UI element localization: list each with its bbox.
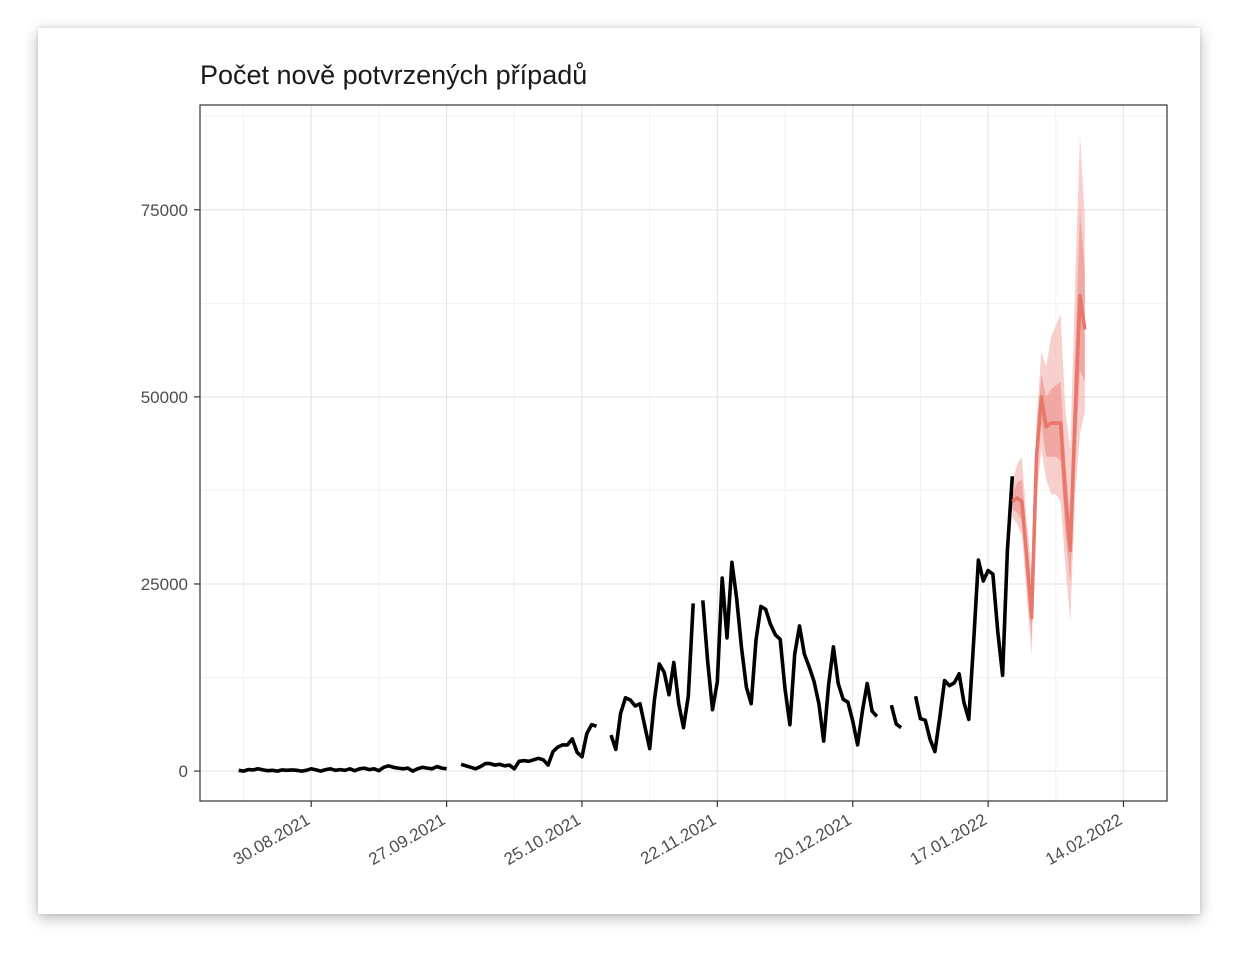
x-tick-label: 17.01.2022 bbox=[907, 810, 990, 869]
x-tick-label: 14.02.2022 bbox=[1042, 810, 1125, 869]
observed-line-segment bbox=[913, 476, 1015, 754]
plot-panel bbox=[200, 105, 1167, 801]
y-tick-label: 75000 bbox=[141, 201, 188, 220]
x-tick-label: 25.10.2021 bbox=[501, 810, 584, 869]
x-axis: 30.08.2021 27.09.2021 25.10.2021 22.11.2021… bbox=[230, 801, 1125, 869]
series-lines bbox=[238, 294, 1087, 773]
y-tick-label: 0 bbox=[179, 762, 188, 781]
x-tick-label: 22.11.2021 bbox=[637, 810, 719, 868]
y-tick-label: 50000 bbox=[141, 388, 188, 407]
y-tick-label: 25000 bbox=[141, 575, 188, 594]
observed-line-segment bbox=[238, 764, 447, 773]
x-tick-label: 20.12.2021 bbox=[772, 810, 855, 869]
observed-line-segment bbox=[889, 704, 903, 730]
line-chart: Počet nově potvrzených případů 0 25000 500… bbox=[141, 60, 1168, 869]
figure-card: Počet nově potvrzených případů 0 25000 500… bbox=[38, 28, 1200, 914]
chart-title: Počet nově potvrzených případů bbox=[200, 60, 587, 90]
y-axis: 0 25000 50000 75000 bbox=[141, 201, 200, 781]
observed-line-segment bbox=[460, 722, 598, 771]
forecast-line bbox=[1011, 294, 1087, 620]
x-tick-label: 30.08.2021 bbox=[230, 810, 313, 869]
observed-line-segment bbox=[701, 560, 879, 747]
x-tick-label: 27.09.2021 bbox=[365, 810, 448, 869]
observed-line-segment bbox=[609, 603, 695, 752]
plot-border bbox=[199, 104, 1168, 802]
